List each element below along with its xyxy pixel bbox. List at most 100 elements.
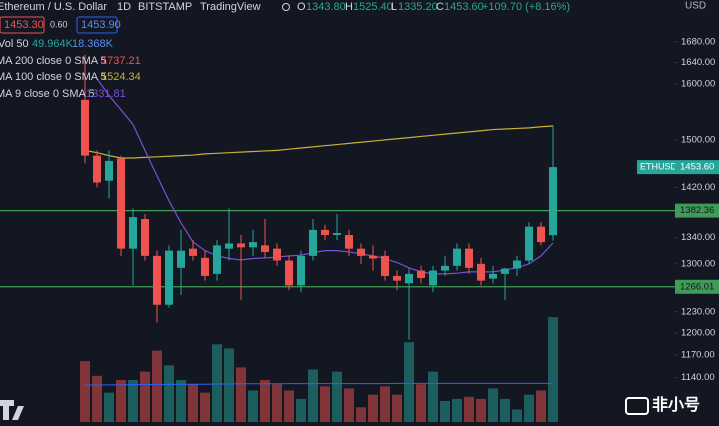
volume-bar <box>536 390 546 422</box>
volume-bar <box>428 371 438 422</box>
candle-body <box>285 260 293 286</box>
volume-bar <box>152 350 162 422</box>
candle-body <box>465 248 473 268</box>
sell-button[interactable] <box>0 16 45 34</box>
y-tick-label: 1300.00 <box>681 258 715 269</box>
y-tick-label: 1420.00 <box>681 182 715 193</box>
line-label-bg <box>675 203 719 218</box>
y-tick-label: 1640.00 <box>681 57 715 68</box>
volume-bar <box>188 384 198 422</box>
volume-bar <box>92 375 102 422</box>
candle-body <box>405 273 413 284</box>
buy-price[interactable]: 1453.90 <box>81 19 121 31</box>
candle-body <box>357 248 365 256</box>
candle-body <box>453 248 461 266</box>
volume-bar <box>368 394 378 422</box>
y-tick-label: 1340.00 <box>681 232 715 243</box>
spread: 0.60 <box>50 19 68 29</box>
sell-price[interactable]: 1453.30 <box>4 19 44 31</box>
y-tick-label: 1140.00 <box>681 372 715 383</box>
watermark: 非小号 <box>652 395 700 414</box>
candle-body <box>417 270 425 278</box>
legend-value: 1737.21 <box>101 55 141 67</box>
candle-body <box>81 99 89 156</box>
volume-bar <box>392 394 402 422</box>
candle-body <box>117 158 125 249</box>
volume-bar <box>416 384 426 422</box>
volume-bar <box>440 401 450 422</box>
price-name-bg <box>637 160 675 175</box>
candle-body <box>441 265 449 271</box>
volume-bar <box>104 392 114 422</box>
ohlc-key: H <box>345 1 353 13</box>
volume-bar <box>248 390 258 422</box>
volume-bar <box>500 398 510 422</box>
candle-body <box>525 226 533 261</box>
volume-bar <box>200 392 210 422</box>
volume-bar <box>524 394 534 422</box>
ma-line <box>84 125 554 159</box>
candle-body <box>237 243 245 248</box>
currency: USD <box>685 1 706 12</box>
candle-body <box>345 235 353 249</box>
candle-body <box>201 257 209 276</box>
candle-body <box>501 268 509 274</box>
candle-body <box>129 217 137 249</box>
volume-ma-line <box>85 382 554 386</box>
volume-bar <box>128 380 138 422</box>
y-tick-label: 1230.00 <box>681 306 715 317</box>
buy-button[interactable] <box>76 16 118 34</box>
plot <box>0 54 675 422</box>
watermark-icon <box>625 397 649 415</box>
volume-bar <box>356 407 366 422</box>
line-label: 1266.01 <box>680 281 714 292</box>
volume-bar <box>224 348 234 422</box>
candle-body <box>105 160 113 181</box>
candle-body <box>93 155 101 183</box>
legend-value: 1524.34 <box>101 71 141 83</box>
volume-bar <box>212 344 222 422</box>
line-label-bg <box>675 279 719 294</box>
ohlc-value: 1335.20 <box>398 1 438 13</box>
change: +109.70 (+8.16%) <box>482 1 570 13</box>
candle-body <box>489 273 497 279</box>
ohlc-key: L <box>391 1 397 13</box>
legend-name: MA 200 close 0 SMA 5 <box>0 55 107 67</box>
ohlc-value: 1525.40 <box>353 1 393 13</box>
y-tick-label: 1200.00 <box>681 328 715 339</box>
axis-group: 1680.00 1640.00 1600.00 1500.00 1420.00 1340.… <box>637 36 719 383</box>
volume-bar <box>452 398 462 422</box>
candle-body <box>513 260 521 269</box>
volume-bar <box>308 369 318 422</box>
candle-body <box>429 270 437 286</box>
legend-value: 49.964K <box>32 38 74 50</box>
legend-name: Vol 50 <box>0 38 29 50</box>
price-label: 1453.60 <box>680 162 714 173</box>
y-tick-label: 1600.00 <box>681 79 715 90</box>
candle-body <box>297 255 305 286</box>
volume-bar <box>116 380 126 422</box>
candle-body <box>141 219 149 256</box>
ohlc-value: 1343.80 <box>306 1 346 13</box>
exchange: BITSTAMP <box>138 1 192 13</box>
y-tick-label: 1680.00 <box>681 36 715 47</box>
volume-bar <box>320 386 330 422</box>
legend-name: MA 9 close 0 SMA 5 <box>0 88 94 100</box>
candle-body <box>369 255 377 259</box>
candle-body <box>381 255 389 276</box>
candle-body <box>273 248 281 261</box>
volume-bar <box>80 361 90 422</box>
price-label-bg <box>675 160 719 175</box>
volume-bar <box>284 390 294 422</box>
volume-bar <box>140 371 150 422</box>
legend-value: 18.368K <box>72 38 114 50</box>
volume-bar <box>512 409 522 422</box>
candle-body <box>333 233 341 236</box>
candle-body <box>153 255 161 305</box>
volume-bar <box>380 386 390 422</box>
watermark-logo <box>625 397 649 415</box>
status-icon <box>282 3 290 11</box>
line-label: 1382.36 <box>680 205 714 216</box>
